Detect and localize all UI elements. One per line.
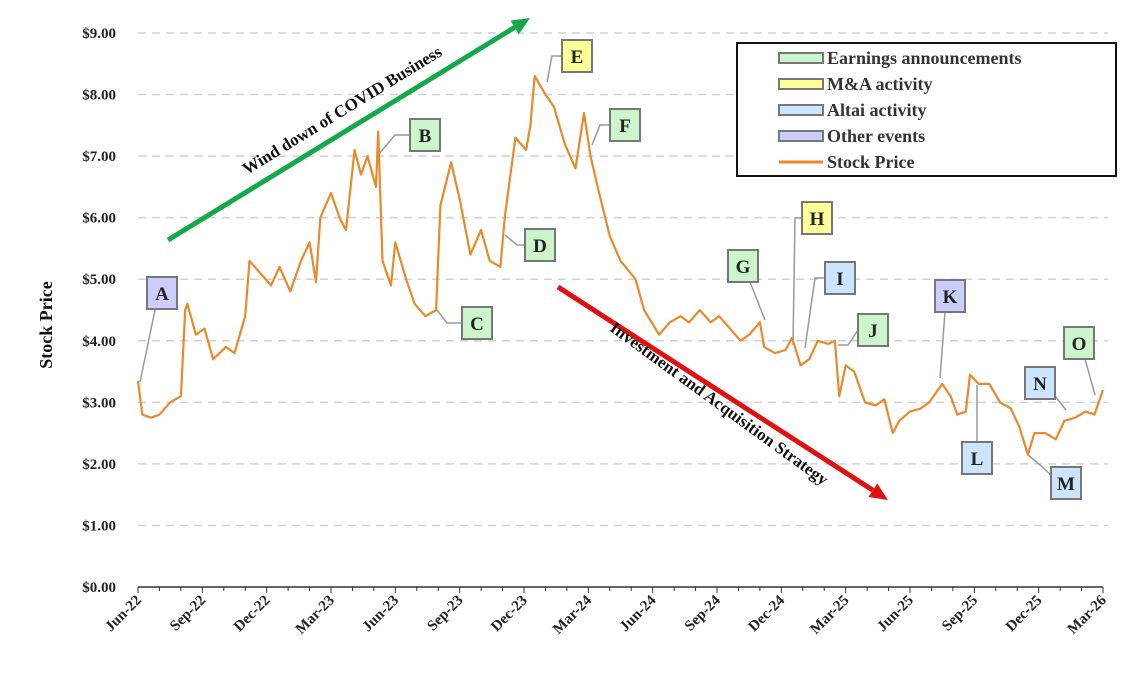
x-tick-label: Dec-24 [746, 592, 789, 635]
x-tick-label: Mar-26 [1065, 592, 1110, 637]
x-tick-label: Dec-23 [488, 593, 531, 636]
annotation-label-n: N [1033, 374, 1047, 395]
legend-label: Stock Price [827, 152, 914, 172]
annotation-leader-g [749, 281, 766, 321]
trend-arrow-label: Wind down of COVID Business [239, 42, 446, 179]
x-tick-label: Jun-23 [360, 593, 403, 636]
annotation-leader-j [838, 329, 859, 346]
x-tick-label: Sep-23 [425, 593, 467, 635]
y-tick-label: $4.00 [82, 334, 116, 350]
y-tick-label: $8.00 [82, 88, 116, 104]
y-tick-label: $6.00 [82, 211, 116, 227]
x-axis: Jun-22 Sep-22 Dec-22 Mar-23 Jun-23 Sep-23 Dec-… [102, 586, 1110, 638]
annotation-label-i: I [836, 269, 843, 290]
x-tick-label: Mar-25 [807, 593, 852, 638]
annotation-leader-m [1027, 454, 1052, 476]
y-tick-label: $1.00 [82, 518, 116, 534]
annotation-label-j: J [868, 321, 878, 342]
annotation-leader-d [504, 234, 525, 246]
annotation-box-i [824, 261, 856, 295]
legend-label: Other events [827, 126, 925, 146]
annotation-label-a: A [155, 284, 169, 305]
annotation-label-e: E [571, 47, 584, 68]
annotation-box-l [961, 441, 993, 475]
annotation-label-f: F [619, 116, 631, 137]
trend-arrow-head [510, 18, 530, 35]
annotation-leader-e [546, 55, 562, 83]
annotation-box-c [461, 306, 493, 340]
annotation-label-m: M [1057, 474, 1075, 495]
annotation-leader-f [591, 124, 610, 146]
annotation-box-e [561, 39, 593, 73]
legend-label: Altai activity [827, 100, 926, 120]
x-tick-label: Dec-25 [1003, 593, 1046, 636]
annotation-leader-k [939, 311, 946, 379]
legend: Earnings announcements M&A activity Altai … [736, 42, 1117, 177]
y-axis-ticks: $0.00 $1.00 $2.00 $3.00 $4.00 $5.00 $6.00 $7.00… [82, 26, 116, 596]
annotation-label-h: H [810, 209, 825, 230]
x-tick-label: Sep-24 [682, 592, 724, 634]
legend-swatch [778, 130, 824, 142]
annotation-box-h [801, 201, 833, 235]
legend-swatch [778, 104, 824, 116]
annotation-box-j [857, 313, 889, 347]
x-tick-label: Sep-22 [167, 593, 209, 635]
annotation-box-d [524, 228, 556, 262]
y-tick-label: $2.00 [82, 457, 116, 473]
annotation-label-l: L [971, 449, 984, 470]
annotation-label-b: B [419, 126, 432, 147]
y-tick-label: $3.00 [82, 395, 116, 411]
annotation-label-d: D [533, 236, 547, 257]
annotation-box-a [146, 276, 178, 310]
annotation-box-n [1024, 366, 1056, 400]
legend-swatch [778, 52, 824, 64]
annotation-leader-i [804, 277, 825, 349]
x-tick-label: Jun-24 [617, 592, 660, 635]
legend-label: M&A activity [827, 74, 932, 94]
y-tick-label: $7.00 [82, 149, 116, 165]
x-tick-label: Sep-25 [939, 593, 981, 635]
trend-arrow-shaft [556, 284, 875, 493]
x-tick-label: Mar-23 [293, 593, 338, 638]
trend-arrow-head [868, 483, 888, 500]
annotation-label-k: K [943, 287, 958, 308]
annotation-leader-lines [139, 55, 1096, 476]
annotation-boxes: A B C D E F G H I J K L M N O [146, 39, 1095, 500]
annotation-leader-h [792, 217, 802, 346]
annotation-box-b [409, 118, 441, 152]
annotation-label-o: O [1072, 334, 1087, 355]
annotation-box-m [1050, 466, 1082, 500]
annotation-box-g [727, 249, 759, 283]
annotation-leader-n [1054, 395, 1067, 411]
x-tick-label: Mar-24 [550, 592, 595, 637]
x-tick-label: Dec-22 [231, 593, 274, 636]
trend-arrow-shaft [166, 25, 516, 243]
legend-label: Earnings announcements [827, 48, 1022, 68]
annotation-box-f [609, 108, 641, 142]
x-tick-label: Jun-22 [102, 593, 145, 636]
annotation-leader-c [436, 309, 462, 324]
annotation-label-c: C [470, 314, 484, 335]
annotation-box-k [934, 279, 966, 313]
annotation-leader-b [377, 134, 410, 156]
x-tick-label: Jun-25 [874, 593, 917, 636]
annotation-leader-o [1084, 358, 1096, 396]
series-line-stock-price [136, 75, 1105, 456]
annotation-box-o [1063, 326, 1095, 360]
y-tick-label: $0.00 [82, 580, 116, 596]
y-axis-label: Stock Price [36, 281, 56, 368]
y-tick-label: $5.00 [82, 272, 116, 288]
y-tick-label: $9.00 [82, 26, 116, 42]
gridlines [138, 32, 1108, 527]
annotation-label-g: G [736, 257, 751, 278]
legend-swatch [778, 78, 824, 90]
annotation-leader-a [139, 309, 156, 383]
